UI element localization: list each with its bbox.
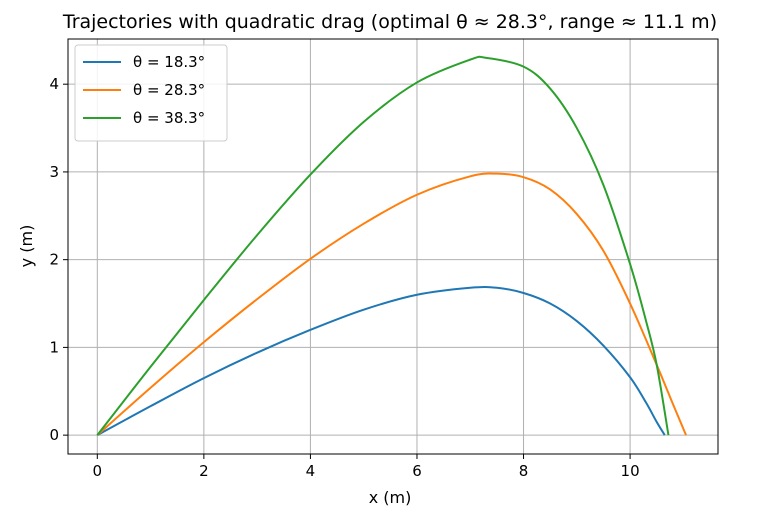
- y-axis-label: y (m): [17, 225, 36, 268]
- y-tick-label: 0: [49, 426, 59, 444]
- legend-label: θ = 18.3°: [133, 53, 205, 71]
- x-tick-label: 0: [93, 462, 103, 480]
- y-tick-label: 2: [49, 251, 59, 269]
- y-tick-label: 1: [49, 338, 59, 356]
- legend: θ = 18.3° θ = 28.3° θ = 38.3°: [74, 44, 228, 142]
- chart-title: Trajectories with quadratic drag (optima…: [62, 11, 717, 33]
- y-tick-label: 3: [49, 163, 59, 181]
- series-line-2: [96, 55, 670, 436]
- x-tick-label: 8: [519, 462, 529, 480]
- x-tick-label: 10: [621, 462, 640, 480]
- plot-frame: [67, 38, 719, 455]
- legend-label: θ = 28.3°: [133, 81, 205, 99]
- series-line-0: [96, 285, 666, 437]
- x-tick-label: 4: [306, 462, 316, 480]
- series-line-1: [96, 172, 687, 436]
- x-axis-label: x (m): [369, 488, 412, 507]
- legend-label: θ = 38.3°: [133, 109, 205, 127]
- y-tick-label: 4: [49, 75, 59, 93]
- x-tick-label: 6: [412, 462, 422, 480]
- x-tick-label: 2: [199, 462, 209, 480]
